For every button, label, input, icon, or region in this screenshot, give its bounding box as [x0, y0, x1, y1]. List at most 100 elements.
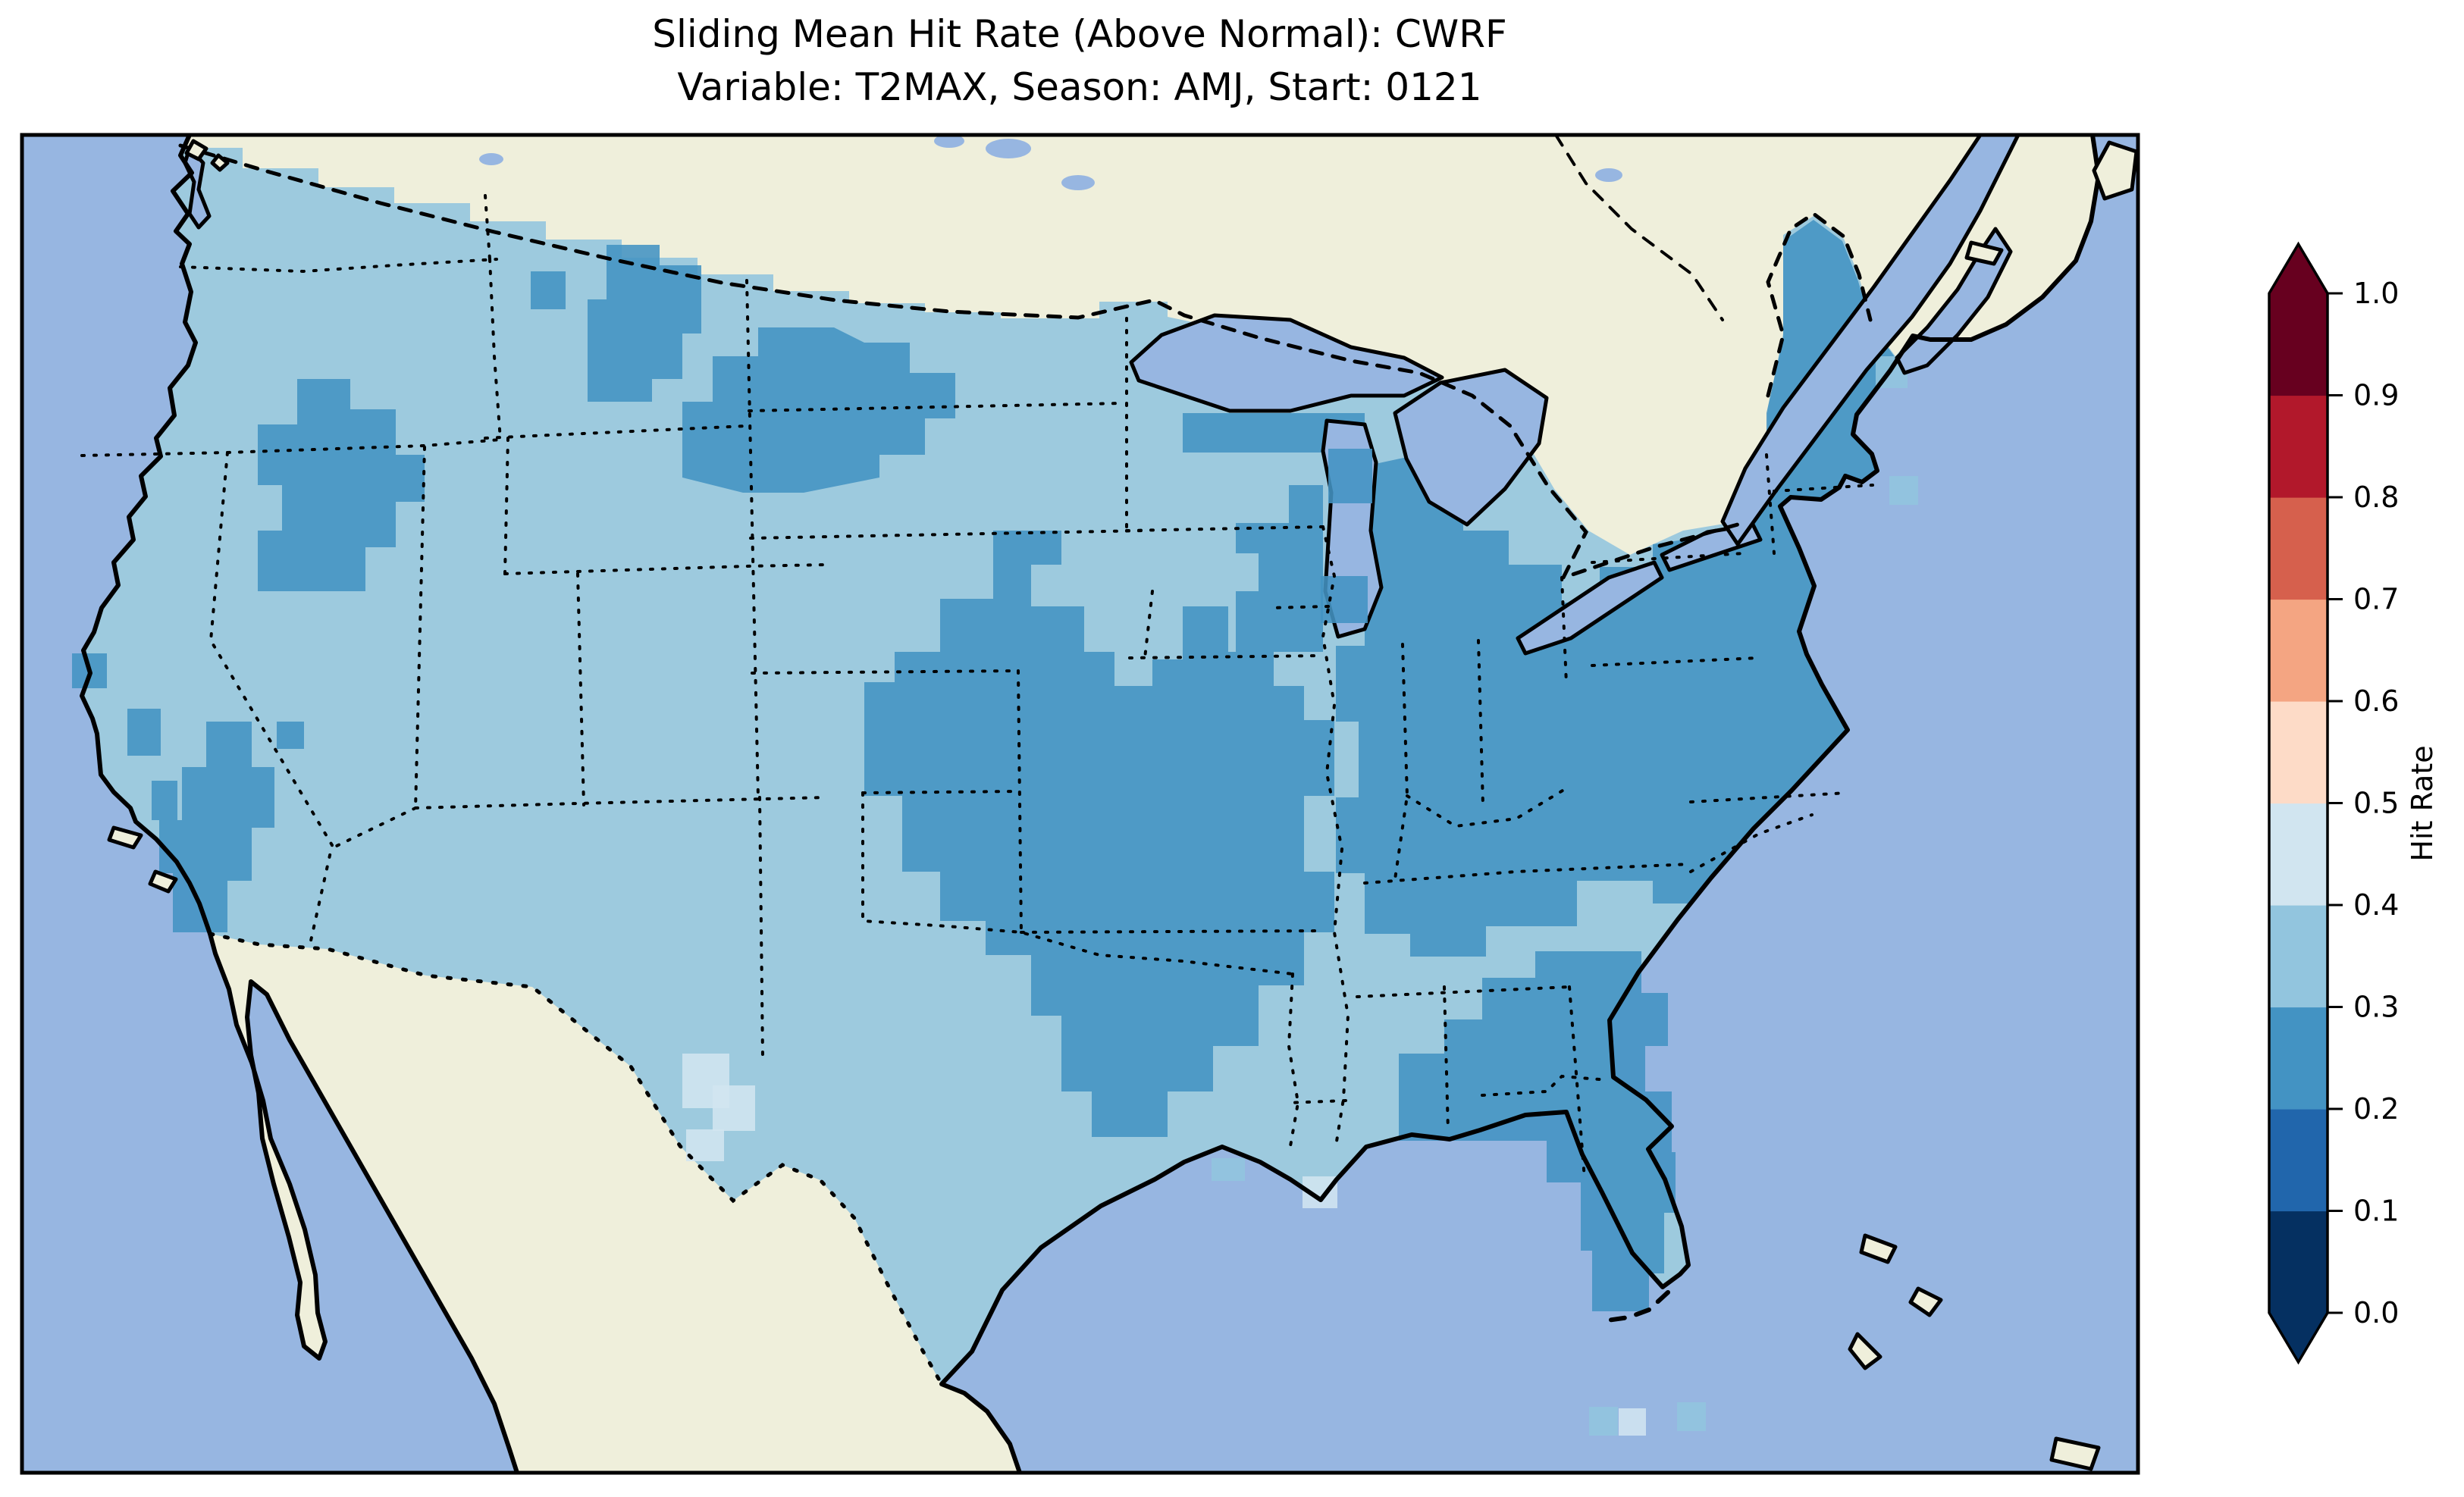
state-border: [749, 529, 1146, 540]
colorbar-tick-label: 0.8: [2353, 481, 2399, 514]
us-canada-border: [178, 143, 1740, 581]
state-border: [335, 806, 417, 847]
island: [1848, 1332, 1882, 1370]
patch-georgia-florida: [1399, 951, 1676, 1311]
small-lake: [934, 135, 964, 148]
state-border: [414, 796, 828, 810]
florida-keys: [1605, 1290, 1670, 1323]
state-border: [484, 424, 748, 440]
cell-bin-0_3-0_4: [1212, 1158, 1245, 1181]
colorbar-segment: [2269, 395, 2328, 498]
water-features: [183, 135, 2020, 656]
state-border: [1689, 813, 1814, 873]
colorbar-tick-label: 0.3: [2353, 991, 2399, 1024]
state-border: [1356, 985, 1571, 998]
patch-central-plains: [864, 531, 1334, 1137]
axes-frame: [20, 133, 2140, 1475]
state-border: [1287, 1099, 1347, 1104]
state-border: [1017, 669, 1023, 935]
cell-bin-0_2-0_3: [277, 722, 304, 749]
cell-bin-0_2-0_3: [127, 709, 161, 756]
colorbar-segment: [2269, 293, 2328, 396]
borders: [80, 135, 1874, 1386]
colorbar-segment: [2269, 599, 2328, 702]
cell-bin-0_4-0_5: [686, 1129, 724, 1161]
cell-bin-0_4-0_5: [713, 1085, 755, 1131]
state-border: [1020, 929, 1324, 934]
state-border: [1477, 639, 1484, 806]
patch-se-wisconsin: [1236, 485, 1323, 652]
colorbar-tick-label: 0.1: [2353, 1195, 2399, 1228]
colorbar-segment: [2269, 1210, 2328, 1314]
colorbar-segment: [2269, 701, 2328, 804]
island: [2049, 1436, 2101, 1471]
state-border: [1321, 525, 1350, 1148]
colorbar-under-arrow: [2269, 1313, 2328, 1362]
colorbar-tick-label: 0.4: [2353, 888, 2399, 922]
small-lake: [1061, 175, 1095, 190]
cell-bin-0_2-0_3: [152, 781, 177, 820]
colorbar-tick-label: 0.2: [2353, 1092, 2399, 1126]
state-border: [414, 446, 426, 811]
chart-subtitle: Variable: T2MAX, Season: AMJ, Start: 012…: [677, 65, 1481, 109]
colorbar-segment: [2269, 1109, 2328, 1212]
small-lake: [1595, 168, 1622, 182]
state-border: [1269, 605, 1330, 609]
state-border: [1363, 863, 1692, 885]
pacific-coast: [80, 135, 519, 1473]
ontario-quebec-border: [1554, 135, 1724, 321]
island: [1964, 240, 2004, 266]
us-mexico-border: [208, 932, 944, 1386]
st-lawrence-river: [1720, 135, 2020, 546]
state-border: [1591, 656, 1760, 667]
state-border: [576, 572, 585, 806]
cell-over-lake-bin-0_2-0_3: [1328, 449, 1372, 503]
state-border: [488, 258, 502, 441]
state-border: [1287, 972, 1300, 1148]
state-border: [745, 279, 760, 799]
colorbar-over-arrow: [2269, 244, 2328, 293]
patch-oregon-nevada: [258, 379, 425, 591]
colorbar-segment: [2269, 1007, 2328, 1110]
state-border: [1689, 791, 1848, 803]
state-border: [861, 791, 1294, 976]
map-axes: [20, 133, 2140, 1475]
colorbar-tick-label: 0.5: [2353, 787, 2399, 820]
colorbar-tick-label: 0.6: [2353, 684, 2399, 718]
island: [148, 869, 178, 894]
maine-canada-border: [1766, 211, 1873, 398]
lake-superior: [1129, 313, 1444, 413]
state-border: [1481, 1074, 1610, 1097]
state-border: [503, 563, 828, 575]
cell-bin-0_3-0_4: [1889, 476, 1918, 505]
island: [2092, 140, 2138, 201]
cell-bin-0_3-0_4: [1677, 1402, 1706, 1431]
cell-bin-0_2-0_3: [531, 271, 566, 309]
title-block: Sliding Mean Hit Rate (Above Normal): CW…: [652, 12, 1506, 109]
state-border: [1143, 590, 1154, 659]
colorbar-tick-label: 0.7: [2353, 583, 2399, 616]
state-border: [748, 402, 1124, 412]
state-border: [1568, 985, 1586, 1180]
state-border: [484, 194, 491, 261]
colorbar-axis-label: Hit Rate: [2406, 745, 2439, 861]
state-border: [1591, 552, 1745, 564]
island: [184, 139, 208, 161]
island: [210, 153, 230, 172]
island: [1859, 1233, 1898, 1264]
island: [1908, 1286, 1943, 1317]
cell-bin-0_3-0_4: [1589, 1407, 1618, 1436]
state-border: [1560, 576, 1568, 685]
coastlines: [80, 135, 2138, 1473]
state-border: [1128, 654, 1324, 659]
colorbar-segment: [2269, 905, 2328, 1008]
patch-idaho-montana: [588, 245, 701, 402]
state-border: [179, 258, 498, 274]
state-border: [1765, 453, 1776, 555]
chart-title: Sliding Mean Hit Rate (Above Normal): CW…: [652, 12, 1506, 56]
state-border: [80, 438, 502, 457]
small-lake: [986, 139, 1031, 158]
cell-over-lake-bin-0_2-0_3: [1321, 576, 1368, 623]
